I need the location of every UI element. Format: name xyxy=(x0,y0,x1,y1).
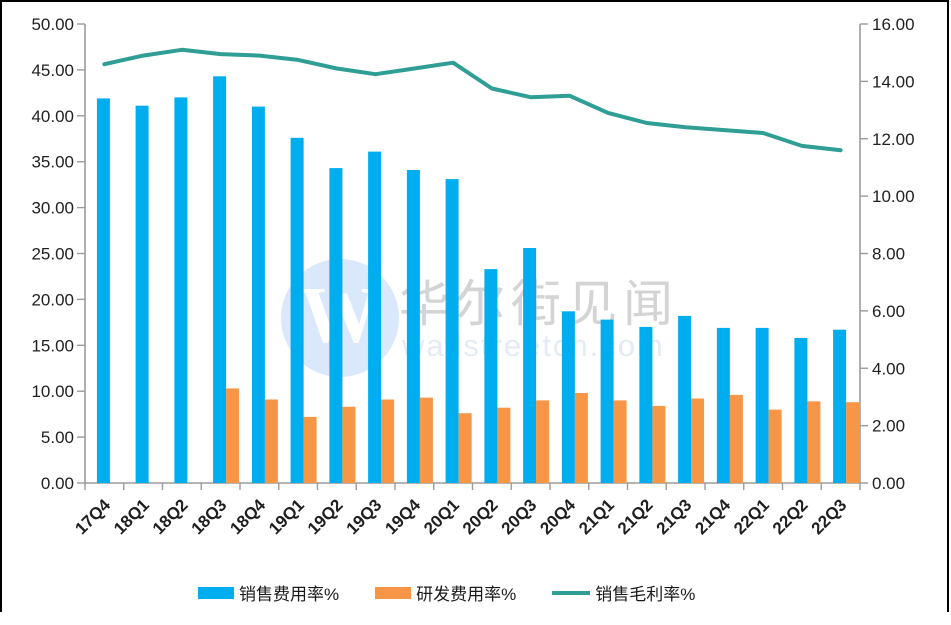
legend-swatch-gross-margin xyxy=(552,590,591,595)
x-axis-label: 19Q4 xyxy=(381,495,424,538)
legend-item-gross-margin: 销售毛利率% xyxy=(552,580,695,605)
bar-sales-expense-ratio xyxy=(639,326,653,483)
x-axis-label: 19Q2 xyxy=(304,495,347,538)
right-axis-tick-label: 16.00 xyxy=(872,15,915,34)
bar-sales-expense-ratio xyxy=(794,338,808,483)
left-axis-tick-label: 30.00 xyxy=(31,199,74,218)
left-axis-tick-label: 35.00 xyxy=(31,153,74,172)
bar-sales-expense-ratio xyxy=(561,311,575,483)
x-axis-label: 20Q1 xyxy=(420,495,463,538)
left-axis-tick-label: 15.00 xyxy=(31,336,74,355)
x-axis-label: 20Q3 xyxy=(498,495,541,538)
bar-rd-expense-ratio xyxy=(807,401,821,483)
x-axis-label: 18Q1 xyxy=(110,495,153,538)
left-axis-tick-label: 0.00 xyxy=(41,474,74,493)
bar-sales-expense-ratio xyxy=(174,97,188,484)
bar-rd-expense-ratio xyxy=(768,409,782,483)
legend: 销售费用率% 研发费用率% 销售毛利率% xyxy=(198,580,695,605)
bar-rd-expense-ratio xyxy=(613,400,627,483)
right-axis-tick-label: 12.00 xyxy=(872,130,915,149)
x-axis-label: 21Q1 xyxy=(575,495,618,538)
bar-rd-expense-ratio xyxy=(846,402,860,483)
x-axis-label: 22Q1 xyxy=(730,495,773,538)
bar-rd-expense-ratio xyxy=(729,394,743,483)
bar-rd-expense-ratio xyxy=(419,397,433,483)
bar-sales-expense-ratio xyxy=(716,327,730,483)
bar-sales-expense-ratio xyxy=(329,168,343,483)
gross-margin-line xyxy=(102,47,843,153)
x-axis-label: 21Q2 xyxy=(614,495,657,538)
bar-rd-expense-ratio xyxy=(536,400,550,483)
bar-rd-expense-ratio xyxy=(458,413,472,483)
x-axis-label: 22Q2 xyxy=(769,495,812,538)
bar-rd-expense-ratio xyxy=(342,406,356,483)
legend-item-rd-expense: 研发费用率% xyxy=(375,580,516,605)
x-axis-label: 19Q3 xyxy=(343,495,386,538)
bar-sales-expense-ratio xyxy=(251,106,265,483)
left-axis-tick-label: 45.00 xyxy=(31,61,74,80)
bar-rd-expense-ratio xyxy=(652,405,666,483)
right-axis-tick-label: 4.00 xyxy=(872,359,905,378)
left-axis-tick-label: 5.00 xyxy=(41,428,74,447)
bar-sales-expense-ratio xyxy=(213,76,227,484)
bar-sales-expense-ratio xyxy=(96,98,110,484)
left-axis-tick-label: 20.00 xyxy=(31,290,74,309)
bar-rd-expense-ratio xyxy=(497,407,511,483)
legend-label-sales-expense: 销售费用率% xyxy=(239,585,340,604)
x-axis-label: 20Q4 xyxy=(536,495,579,538)
x-axis-label: 21Q4 xyxy=(691,495,734,538)
right-axis-tick-label: 10.00 xyxy=(872,187,915,206)
bar-sales-expense-ratio xyxy=(833,329,847,483)
bar-sales-expense-ratio xyxy=(523,248,537,483)
bar-sales-expense-ratio xyxy=(368,151,382,483)
legend-swatch-sales-expense xyxy=(198,586,234,599)
left-axis-tick-label: 50.00 xyxy=(31,15,74,34)
right-axis-tick-label: 0.00 xyxy=(872,474,905,493)
bar-sales-expense-ratio xyxy=(678,315,692,483)
x-axis-label: 20Q2 xyxy=(459,495,502,538)
legend-swatch-rd-expense xyxy=(375,586,412,599)
x-axis-label: 18Q4 xyxy=(226,495,269,538)
bar-sales-expense-ratio xyxy=(406,170,420,483)
right-axis-tick-label: 8.00 xyxy=(872,245,905,264)
legend-label-gross-margin: 销售毛利率% xyxy=(595,585,696,604)
bar-rd-expense-ratio xyxy=(264,399,278,483)
bar-sales-expense-ratio xyxy=(135,105,149,483)
bar-sales-expense-ratio xyxy=(290,137,304,484)
right-axis-tick-label: 2.00 xyxy=(872,417,905,436)
bar-rd-expense-ratio xyxy=(381,399,395,483)
x-axis-label: 19Q1 xyxy=(265,495,308,538)
bar-rd-expense-ratio xyxy=(691,398,705,483)
left-axis-tick-label: 40.00 xyxy=(31,107,74,126)
right-axis-tick-label: 6.00 xyxy=(872,302,905,321)
x-axis-label: 22Q3 xyxy=(808,495,851,538)
x-axis-label: 17Q4 xyxy=(71,495,114,538)
bar-sales-expense-ratio xyxy=(600,319,614,483)
bar-sales-expense-ratio xyxy=(755,327,769,483)
x-axis-label: 21Q3 xyxy=(653,495,696,538)
bar-sales-expense-ratio xyxy=(484,269,498,483)
legend-item-sales-expense: 销售费用率% xyxy=(198,580,339,605)
right-axis-tick-label: 14.00 xyxy=(872,72,915,91)
legend-label-rd-expense: 研发费用率% xyxy=(416,585,517,604)
bar-rd-expense-ratio xyxy=(574,393,588,483)
bar-rd-expense-ratio xyxy=(303,416,317,483)
left-axis-tick-label: 10.00 xyxy=(31,382,74,401)
bar-sales-expense-ratio xyxy=(445,179,459,483)
x-axis-label: 18Q2 xyxy=(149,495,192,538)
x-axis-label: 18Q3 xyxy=(188,495,231,538)
left-axis-tick-label: 25.00 xyxy=(31,245,74,264)
bar-rd-expense-ratio xyxy=(226,388,240,483)
